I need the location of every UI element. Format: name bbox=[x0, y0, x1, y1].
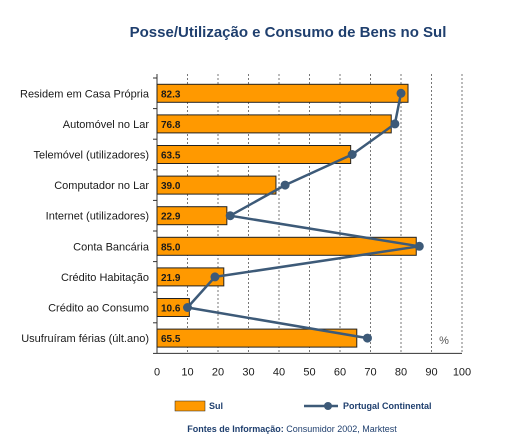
category-label: Telemóvel (utilizadores) bbox=[33, 150, 149, 162]
bars bbox=[156, 83, 417, 348]
source-prefix: Fontes de Informação: bbox=[187, 424, 284, 434]
source-note: Fontes de Informação: Consumidor 2002, M… bbox=[187, 424, 397, 434]
unit-label: % bbox=[439, 335, 449, 347]
series-point bbox=[396, 88, 406, 98]
x-tick-label: 0 bbox=[154, 366, 160, 378]
legend-label-bar: Sul bbox=[209, 401, 223, 411]
line-series bbox=[183, 88, 424, 343]
data-label: 63.5 bbox=[161, 151, 181, 162]
x-tick-label: 60 bbox=[334, 366, 346, 378]
x-tick-label: 100 bbox=[453, 366, 471, 378]
category-label: Crédito Habitação bbox=[61, 272, 149, 284]
bar bbox=[156, 83, 409, 103]
series-point bbox=[183, 303, 192, 312]
source-text: Consumidor 2002, Marktest bbox=[284, 424, 398, 434]
data-label: 85.0 bbox=[161, 242, 181, 253]
legend-label-line: Portugal Continental bbox=[343, 401, 432, 411]
data-label: 65.5 bbox=[161, 334, 181, 345]
bar bbox=[156, 145, 352, 164]
bar bbox=[156, 328, 358, 348]
chart-title: Posse/Utilização e Consumo de Bens no Su… bbox=[130, 24, 447, 41]
series-point bbox=[362, 333, 372, 343]
legend-marker bbox=[324, 402, 332, 410]
data-labels: 82.3 76.8 63.5 39.0 22.9 85.0 21.9 10.6 65.5 bbox=[161, 89, 181, 345]
data-label: 21.9 bbox=[161, 273, 181, 284]
data-label: 39.0 bbox=[161, 181, 181, 192]
bar bbox=[156, 114, 392, 134]
category-label: Internet (utilizadores) bbox=[46, 211, 149, 223]
data-label: 82.3 bbox=[161, 89, 181, 100]
series-point bbox=[414, 241, 424, 251]
series-point bbox=[390, 119, 400, 129]
data-label: 76.8 bbox=[161, 120, 181, 131]
legend: Sul Portugal Continental bbox=[174, 400, 432, 412]
series-point bbox=[210, 272, 220, 282]
data-label: 10.6 bbox=[161, 304, 181, 315]
x-tick-label: 10 bbox=[181, 366, 193, 378]
x-tick-labels: 0 10 20 30 40 50 60 70 80 90 100 bbox=[154, 366, 471, 378]
category-label: Crédito ao Consumo bbox=[48, 303, 149, 315]
series-point bbox=[347, 150, 357, 159]
category-label: Computador no Lar bbox=[54, 180, 149, 192]
x-tick-label: 40 bbox=[273, 366, 285, 378]
category-label: Conta Bancária bbox=[73, 241, 150, 253]
category-label: Usufruíram férias (últ.ano) bbox=[21, 333, 149, 345]
grid-lines bbox=[153, 74, 463, 354]
x-tick-label: 80 bbox=[395, 366, 407, 378]
category-labels: Residem em Casa Própria Automóvel no Lar T… bbox=[20, 88, 150, 345]
bar bbox=[156, 175, 277, 195]
data-label: 22.9 bbox=[161, 212, 181, 223]
x-tick-label: 50 bbox=[303, 366, 315, 378]
x-tick-label: 70 bbox=[364, 366, 376, 378]
category-label: Residem em Casa Própria bbox=[20, 88, 150, 100]
series-point bbox=[280, 180, 290, 190]
legend-swatch-bar bbox=[174, 400, 206, 412]
x-tick-label: 90 bbox=[425, 366, 437, 378]
category-label: Automóvel no Lar bbox=[63, 119, 150, 131]
bar bbox=[156, 267, 225, 287]
x-tick-label: 20 bbox=[212, 366, 224, 378]
series-point bbox=[225, 211, 235, 221]
x-tick-label: 30 bbox=[242, 366, 254, 378]
